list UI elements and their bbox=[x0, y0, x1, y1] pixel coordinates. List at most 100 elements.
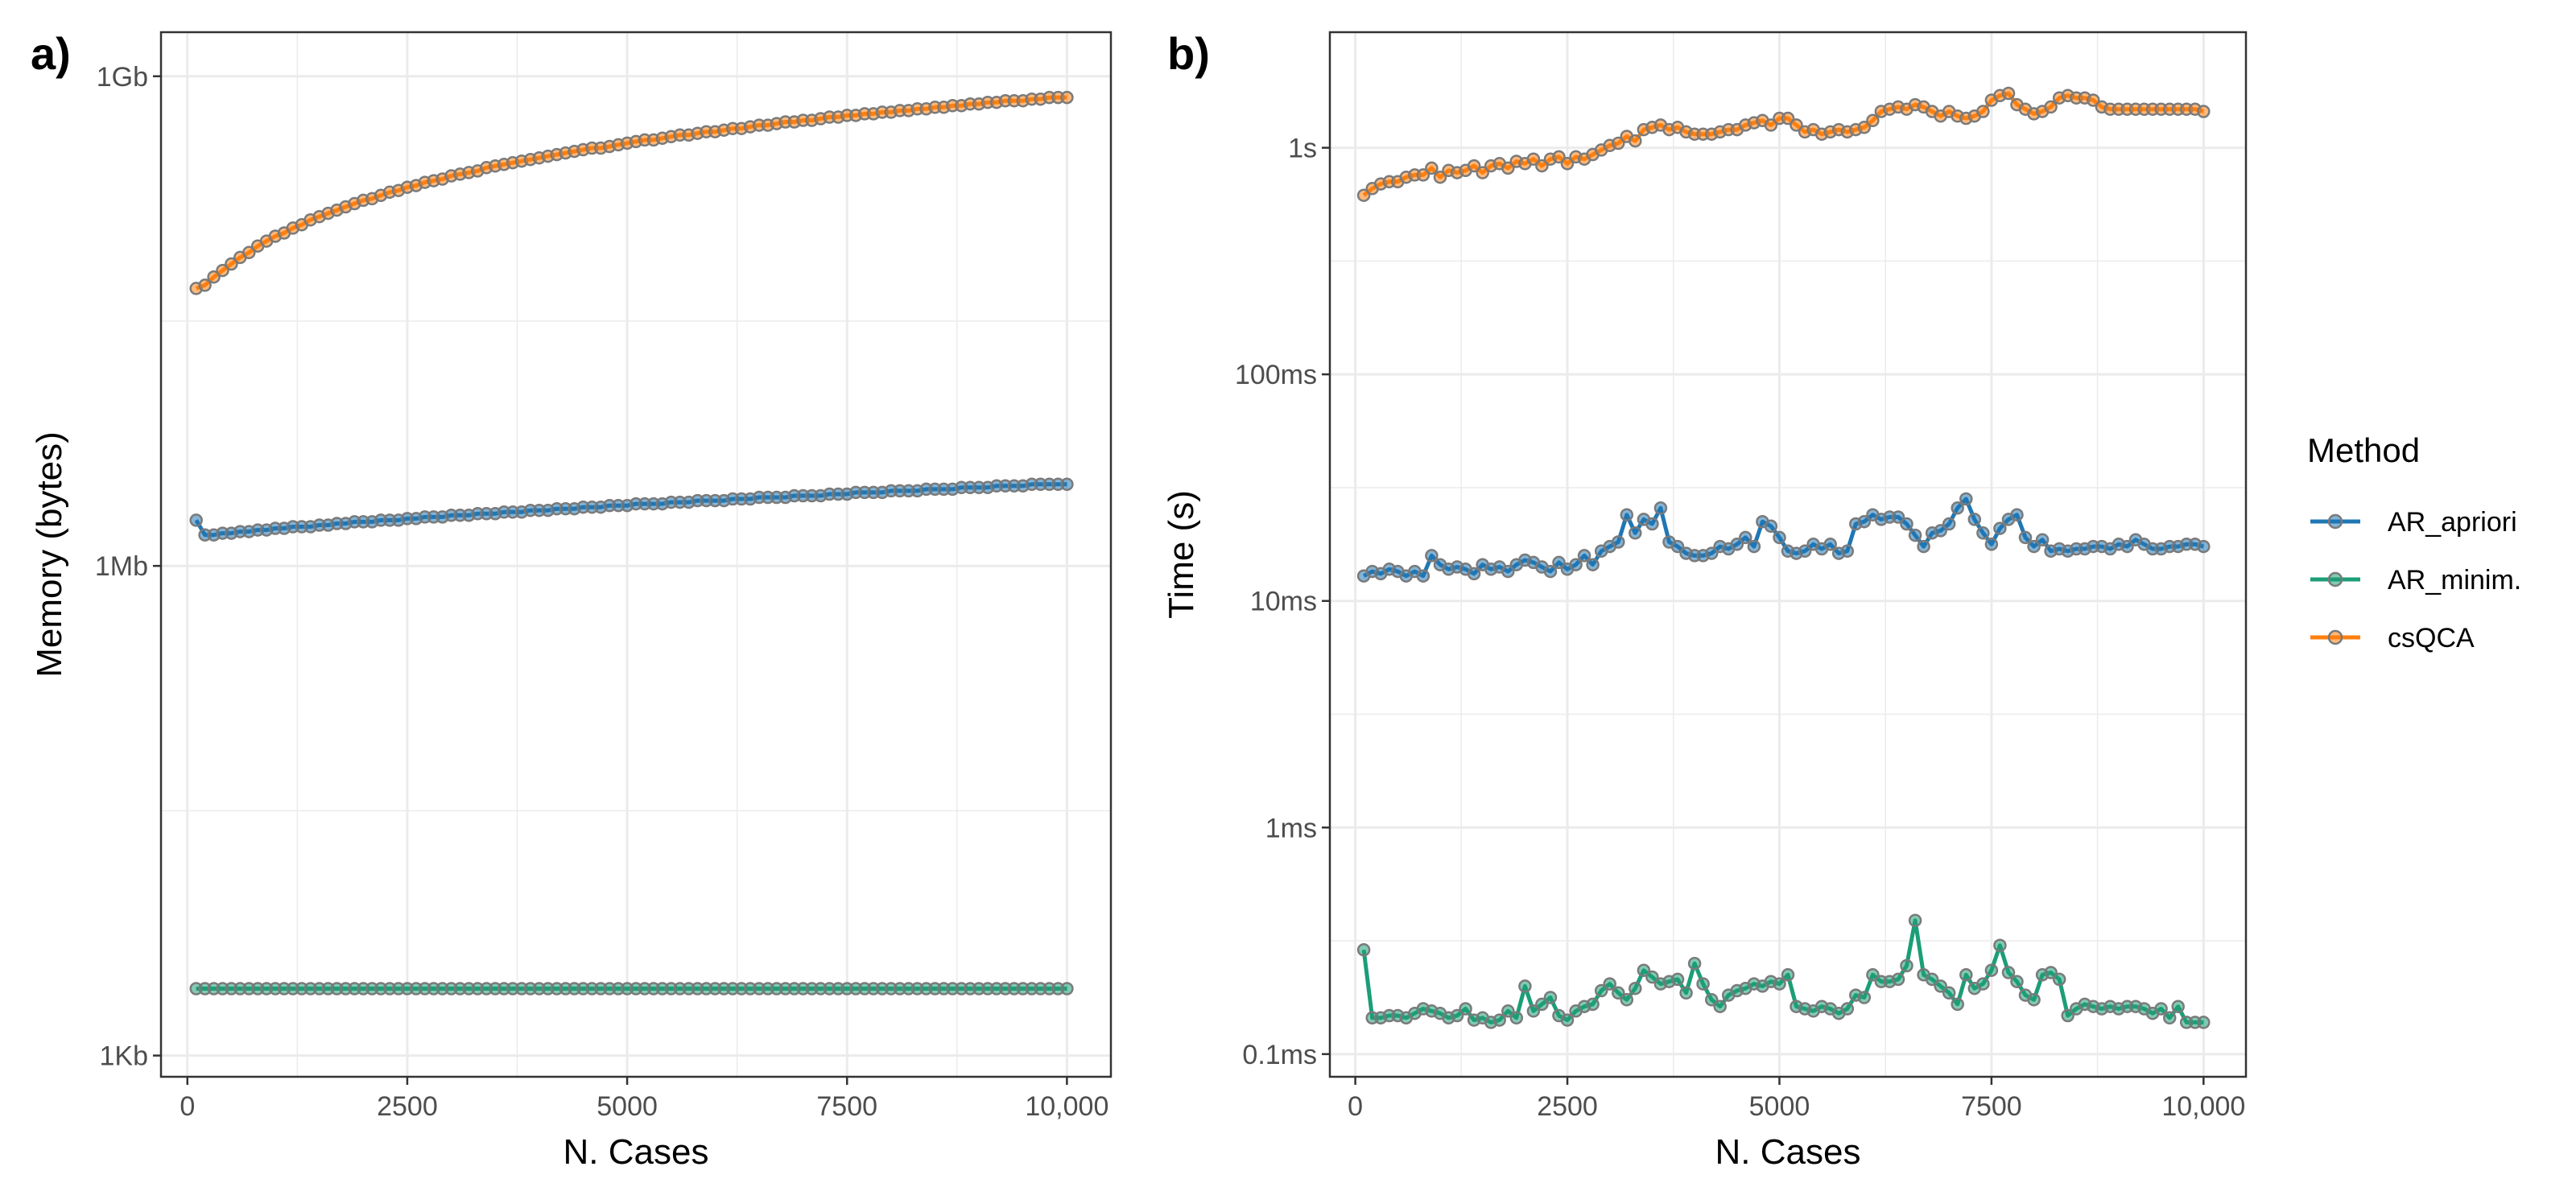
series-line-csQCA bbox=[195, 95, 1067, 291]
data-point bbox=[1060, 982, 1074, 995]
legend-label: AR_apriori bbox=[2388, 507, 2517, 538]
data-point bbox=[1670, 539, 1685, 554]
data-point bbox=[1891, 972, 1905, 987]
data-point bbox=[1535, 997, 1549, 1012]
data-point bbox=[1857, 514, 1872, 529]
data-point bbox=[1900, 958, 1913, 973]
data-point bbox=[1518, 979, 1532, 993]
data-point bbox=[2010, 975, 2024, 988]
data-point bbox=[1612, 535, 1625, 549]
data-point bbox=[1459, 1002, 1472, 1016]
panel-a-memory: a) 0 2500 5000 7500 10,000 1Kb 1Mb 1Gb N. Case… bbox=[30, 28, 1113, 1172]
data-point bbox=[2001, 86, 2016, 101]
panel-b-gridlines bbox=[1330, 32, 2246, 1077]
data-point bbox=[1356, 188, 1371, 202]
data-point bbox=[1976, 526, 1990, 540]
data-point bbox=[1840, 1002, 1855, 1016]
data-point bbox=[1967, 513, 1982, 526]
data-point bbox=[1942, 986, 1956, 1000]
data-point bbox=[2027, 993, 2041, 1007]
data-point bbox=[1781, 111, 1795, 126]
data-point bbox=[1543, 991, 1558, 1004]
data-point bbox=[1356, 943, 1371, 957]
data-point bbox=[1552, 555, 1566, 570]
panel-a-x-axis: 0 2500 5000 7500 10,000 bbox=[180, 1077, 1108, 1122]
data-point bbox=[1060, 477, 1074, 492]
data-point bbox=[1866, 968, 1880, 982]
data-point bbox=[1984, 963, 1999, 977]
data-point bbox=[1739, 530, 1752, 545]
data-point bbox=[1951, 501, 1964, 515]
data-point bbox=[1501, 1004, 1515, 1018]
data-point bbox=[1467, 567, 1481, 581]
x-tick-label: 2500 bbox=[377, 1091, 438, 1122]
data-point bbox=[1492, 1013, 1506, 1027]
data-point bbox=[2197, 539, 2211, 554]
legend-items: AR_apriori AR_minim. csQCA bbox=[2310, 507, 2521, 653]
legend: Method AR_apriori AR_minim. csQCA bbox=[2307, 431, 2521, 653]
data-point bbox=[1612, 136, 1625, 150]
data-point bbox=[1934, 979, 1947, 993]
y-tick-label: 10ms bbox=[1250, 587, 1317, 617]
data-point bbox=[1713, 1000, 1727, 1013]
y-tick-label: 1Kb bbox=[100, 1041, 149, 1072]
data-point bbox=[1425, 161, 1439, 175]
data-point bbox=[207, 270, 221, 284]
data-point bbox=[1476, 166, 1489, 179]
data-point bbox=[2035, 533, 2050, 546]
y-tick-label: 0.1ms bbox=[1242, 1040, 1317, 1070]
data-point bbox=[1781, 968, 1795, 982]
data-point bbox=[1976, 977, 1990, 991]
data-point bbox=[1976, 105, 1990, 118]
y-tick-label: 1Mb bbox=[95, 551, 148, 582]
data-point bbox=[242, 245, 256, 260]
panel-b-series bbox=[1356, 86, 2211, 1029]
data-point bbox=[1612, 986, 1625, 1000]
panel-a-x-axis-title: N. Cases bbox=[564, 1132, 709, 1172]
data-point bbox=[1526, 152, 1541, 166]
data-point bbox=[1773, 530, 1786, 545]
panel-b-x-axis-title: N. Cases bbox=[1715, 1132, 1861, 1172]
data-point bbox=[1857, 121, 1872, 134]
data-point bbox=[1857, 991, 1872, 1004]
x-tick-label: 0 bbox=[1348, 1091, 1363, 1122]
data-point bbox=[1993, 521, 2007, 535]
data-point bbox=[2018, 530, 2033, 545]
panel-a-y-axis: 1Kb 1Mb 1Gb bbox=[95, 62, 161, 1072]
x-tick-label: 5000 bbox=[597, 1091, 658, 1122]
data-point bbox=[1934, 524, 1947, 538]
data-point bbox=[1764, 118, 1778, 132]
panel-a-y-axis-title: Memory (bytes) bbox=[30, 431, 69, 678]
data-point bbox=[1637, 963, 1651, 977]
y-tick-label: 100ms bbox=[1235, 360, 1317, 390]
data-point bbox=[1917, 539, 1930, 554]
panel-b-label: b) bbox=[1167, 28, 1210, 79]
legend-label: AR_minim. bbox=[2388, 565, 2521, 596]
data-point bbox=[1840, 544, 1855, 559]
series-line-csQCA bbox=[1362, 91, 2204, 197]
data-point bbox=[1629, 526, 1642, 540]
data-point bbox=[1450, 1008, 1464, 1023]
data-point bbox=[1594, 983, 1608, 998]
data-point bbox=[2061, 1008, 2074, 1023]
data-point bbox=[1552, 150, 1566, 164]
data-point bbox=[1984, 538, 1999, 551]
data-point bbox=[1416, 168, 1430, 182]
legend-key-point bbox=[2327, 629, 2343, 645]
data-point bbox=[1603, 977, 1616, 991]
data-point bbox=[1687, 956, 1702, 971]
data-point bbox=[1908, 528, 1922, 542]
x-tick-label: 2500 bbox=[1537, 1091, 1598, 1122]
data-point bbox=[1653, 501, 1668, 515]
data-point bbox=[1951, 997, 1964, 1012]
data-point bbox=[1467, 159, 1481, 173]
panel-b-frame bbox=[1328, 31, 2248, 1078]
panel-b-y-axis-title: Time (s) bbox=[1162, 490, 1201, 619]
data-point bbox=[1509, 1011, 1524, 1025]
data-point bbox=[1823, 538, 1837, 551]
panel-a-gridlines bbox=[161, 32, 1111, 1077]
data-point bbox=[2197, 105, 2211, 118]
data-point bbox=[216, 263, 229, 278]
data-point bbox=[1891, 510, 1905, 524]
